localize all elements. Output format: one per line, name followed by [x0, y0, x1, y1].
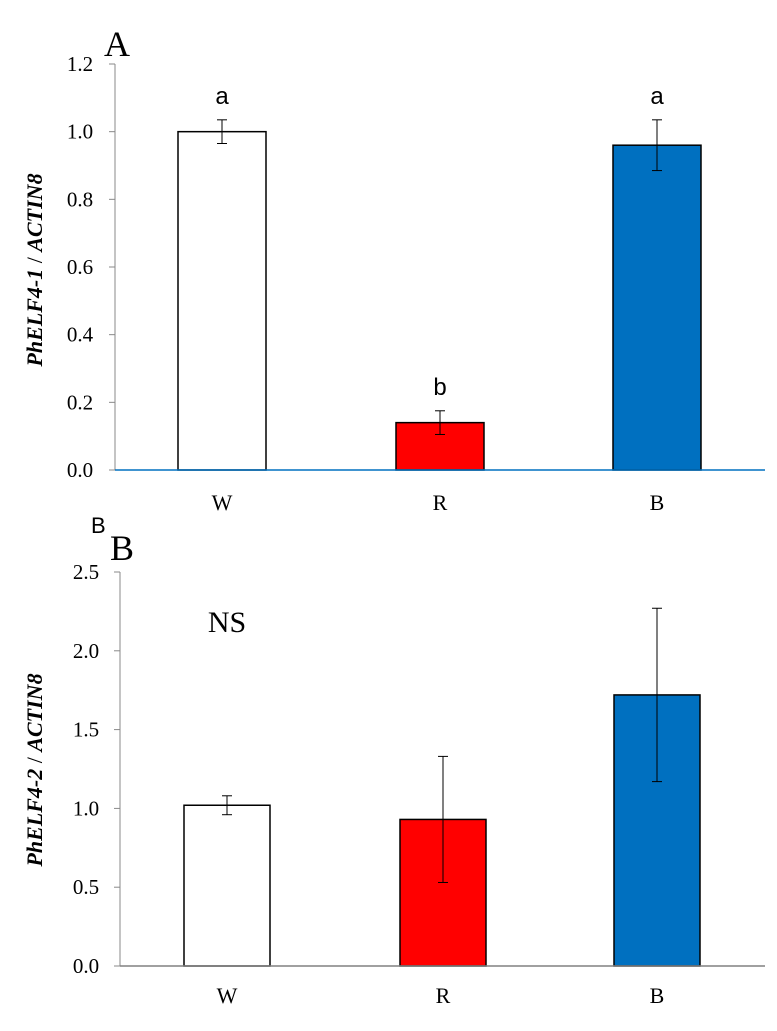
significance-letter: b — [433, 374, 446, 401]
panel-label: A — [104, 24, 130, 64]
panel-label: B — [110, 528, 134, 568]
x-tick-label: W — [217, 983, 238, 1008]
y-tick-label: 1.0 — [67, 120, 93, 144]
y-axis-label-gene: PhELF4-1 — [22, 269, 47, 368]
y-tick-label: 0.8 — [67, 187, 93, 211]
y-tick-label: 2.0 — [73, 639, 99, 663]
y-tick-label: 1.2 — [67, 52, 93, 76]
panel-b-chart: 0.0 0.5 1.0 1.5 2.0 2.5 PhELF4-2 / ACTIN8 W R B B N… — [22, 528, 765, 1008]
x-tick-label: W — [212, 490, 233, 515]
y-axis-label-separator: / — [22, 752, 47, 769]
y-axis-label-gene: PhELF4-2 — [22, 769, 47, 868]
significance-letter: a — [215, 83, 229, 110]
significance-annotation: NS — [208, 606, 246, 639]
y-axis-label-separator: / — [22, 252, 47, 269]
stray-panel-label: B — [91, 513, 106, 538]
y-tick-label: 0.5 — [73, 875, 99, 899]
y-tick-label: 0.2 — [67, 390, 93, 414]
y-tick-label: 0.0 — [67, 458, 93, 482]
x-tick-label: B — [650, 983, 665, 1008]
y-axis-label-reference: ACTIN8 — [22, 173, 47, 253]
y-tick-label: 2.5 — [73, 560, 99, 584]
y-axis-label: PhELF4-1 / ACTIN8 — [22, 173, 47, 367]
bar-w — [177, 130, 267, 471]
y-tick-label: 1.0 — [73, 796, 99, 820]
x-tick-label: B — [650, 490, 665, 515]
y-tick-label: 1.5 — [73, 718, 99, 742]
panel-a-chart: 0.0 0.2 0.4 0.6 0.8 1.0 1.2 PhELF4-1 / ACTIN8 Wa… — [22, 24, 765, 515]
bar-b — [612, 144, 702, 471]
y-tick-label: 0.6 — [67, 255, 93, 279]
y-axis-label: PhELF4-2 / ACTIN8 — [22, 673, 47, 867]
y-axis-label-reference: ACTIN8 — [22, 673, 47, 753]
x-tick-label: R — [436, 983, 451, 1008]
y-tick-label: 0.4 — [67, 323, 94, 347]
significance-letter: a — [650, 83, 664, 110]
x-tick-label: R — [433, 490, 448, 515]
y-tick-label: 0.0 — [73, 954, 99, 978]
bar-w — [183, 804, 271, 967]
